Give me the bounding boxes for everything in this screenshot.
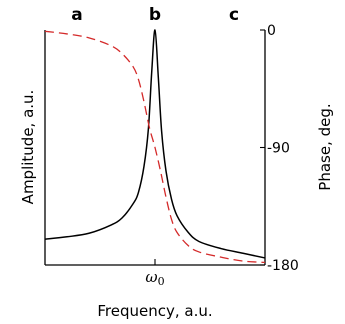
right-y-axis-title: Phase, deg. [316,103,334,190]
region-label-a: a [71,5,82,25]
phase-series-line [44,30,266,264]
left-y-axis-title: Amplitude, a.u. [19,90,37,205]
ticks: ω0 0 -90 -180 [145,23,298,288]
labels: Frequency, a.u. Amplitude, a.u. Phase, d… [19,5,334,320]
region-label-b: b [149,5,161,25]
x-axis-title: Frequency, a.u. [97,302,212,320]
x-tick-label: ω0 [145,268,164,288]
right-tick-label: -180 [267,258,299,274]
region-label-c: c [229,5,239,25]
right-tick-label: 0 [267,23,276,39]
amplitude-series-line [44,29,266,259]
right-tick-label: -90 [267,141,290,157]
series-layer [44,29,266,264]
